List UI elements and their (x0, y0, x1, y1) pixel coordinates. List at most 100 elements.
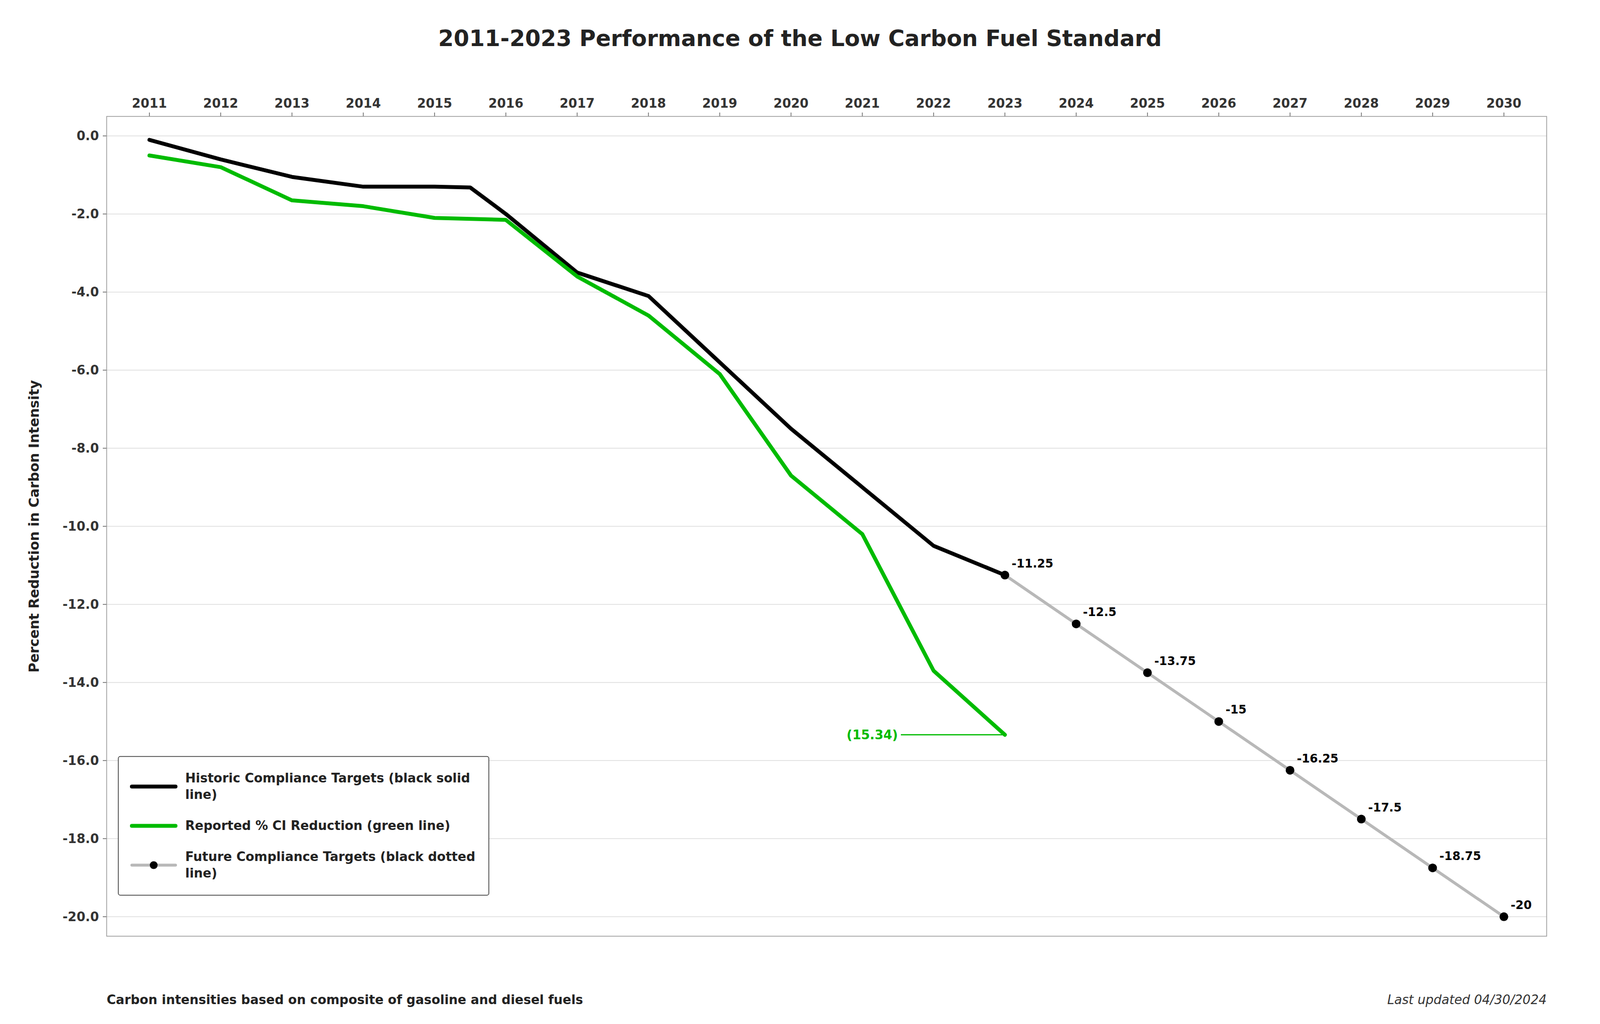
x-tick (1004, 112, 1006, 117)
data-label: -13.75 (1154, 654, 1197, 668)
x-tick-label: 2029 (1415, 96, 1451, 111)
x-axis-label: Carbon intensities based on composite of… (106, 992, 584, 1007)
y-tick-label: -14.0 (62, 674, 99, 690)
axes: 0.0-2.0-4.0-6.0-8.0-10.0-12.0-14.0-16.0-… (62, 96, 1547, 936)
y-tick (102, 915, 107, 917)
x-tick-label: 2020 (773, 96, 809, 111)
y-tick-label: -8.0 (71, 440, 99, 456)
legend-swatch (131, 823, 176, 828)
x-tick-label: 2024 (1058, 96, 1094, 111)
legend-box (118, 756, 489, 896)
x-tick (719, 112, 721, 117)
x-tick (148, 112, 150, 117)
x-tick-label: 2027 (1272, 96, 1308, 111)
y-tick (102, 525, 107, 527)
grid-line (106, 135, 1547, 137)
y-tick (102, 681, 107, 683)
x-tick (1218, 112, 1220, 117)
x-tick-label: 2030 (1486, 96, 1522, 111)
x-tick-label: 2025 (1129, 96, 1165, 111)
y-tick (102, 291, 107, 293)
grid-line (106, 447, 1547, 449)
series-line (149, 139, 1005, 575)
x-tick-label: 2021 (844, 96, 880, 111)
data-label: -12.5 (1083, 605, 1117, 619)
data-label: -17.5 (1368, 800, 1402, 815)
x-tick (1360, 112, 1362, 117)
y-axis-label: Percent Reduction in Carbon Intensity (26, 379, 43, 672)
x-tick (434, 112, 436, 117)
data-label: -11.25 (1011, 556, 1054, 571)
x-tick (790, 112, 792, 117)
x-tick-label: 2013 (274, 96, 310, 111)
y-tick-label: -18.0 (62, 831, 99, 846)
title: 2011-2023 Performance of the Low Carbon … (438, 25, 1162, 52)
labels: -11.25 -12.5 -13.75 -15 -16.25 -17.5 -18.75 -20… (846, 556, 1532, 912)
y-tick (102, 213, 107, 215)
grid-line (106, 603, 1547, 605)
legend: Historic Compliance Targets (black solid… (118, 756, 489, 896)
x-tick (648, 112, 650, 117)
point-marker (1072, 619, 1081, 628)
data-label: -15 (1225, 702, 1247, 717)
point-marker (1428, 863, 1438, 872)
grid-line (106, 915, 1547, 917)
x-tick (220, 112, 222, 117)
grid (106, 135, 1547, 917)
grid-line (106, 681, 1547, 683)
grid-line (106, 525, 1547, 527)
x-tick-label: 2022 (915, 96, 951, 111)
point-marker (1214, 716, 1224, 726)
y-tick (102, 759, 107, 761)
annotation: (15.34) (846, 727, 898, 742)
x-tick-label: 2014 (345, 96, 381, 111)
y-tick (102, 135, 107, 137)
y-tick-label: -10.0 (62, 518, 99, 534)
x-tick-label: 2011 (131, 96, 167, 111)
point-marker (1285, 765, 1295, 775)
data-label: -16.25 (1296, 751, 1339, 766)
y-tick-label: -6.0 (71, 362, 99, 378)
legend-label: Historic Compliance Targets (black solid… (185, 770, 471, 802)
y-tick (102, 369, 107, 371)
y-tick-label: 0.0 (76, 128, 99, 144)
background (0, 0, 1600, 1024)
legend-swatch (131, 784, 176, 789)
x-tick (1289, 112, 1291, 117)
x-tick (1075, 112, 1077, 117)
data-label: -18.75 (1439, 848, 1482, 863)
x-tick-label: 2016 (488, 96, 524, 111)
series-line (1005, 575, 1504, 917)
y-tick-label: -12.0 (62, 596, 99, 612)
x-tick-label: 2012 (203, 96, 239, 111)
x-tick-label: 2017 (559, 96, 595, 111)
x-tick (1432, 112, 1434, 117)
grid-line (106, 213, 1547, 215)
y-tick-label: -20.0 (62, 909, 99, 924)
x-tick-label: 2023 (987, 96, 1023, 111)
x-tick-label: 2015 (416, 96, 452, 111)
point-marker (1499, 912, 1509, 921)
annotation-connector (900, 733, 1006, 736)
plot-frame (106, 116, 1547, 936)
data-label: -20 (1510, 897, 1532, 912)
legend-marker (149, 861, 158, 869)
y-tick (102, 447, 107, 449)
legend-label: Future Compliance Targets (black dottedl… (185, 848, 476, 880)
point-marker (1143, 668, 1152, 677)
x-tick (505, 112, 507, 117)
y-tick (102, 837, 107, 839)
legend-label: Reported % CI Reduction (green line) (185, 817, 451, 833)
x-tick (576, 112, 578, 117)
x-tick-label: 2019 (702, 96, 737, 111)
x-tick-label: 2026 (1200, 96, 1236, 111)
x-tick (363, 112, 365, 117)
grid-line (106, 291, 1547, 293)
point-marker (1357, 814, 1366, 824)
series-line (149, 155, 1005, 735)
x-tick-label: 2028 (1344, 96, 1379, 111)
y-tick-label: -4.0 (71, 284, 99, 300)
x-tick (1147, 112, 1149, 117)
x-tick (291, 112, 293, 117)
y-tick (102, 603, 107, 605)
